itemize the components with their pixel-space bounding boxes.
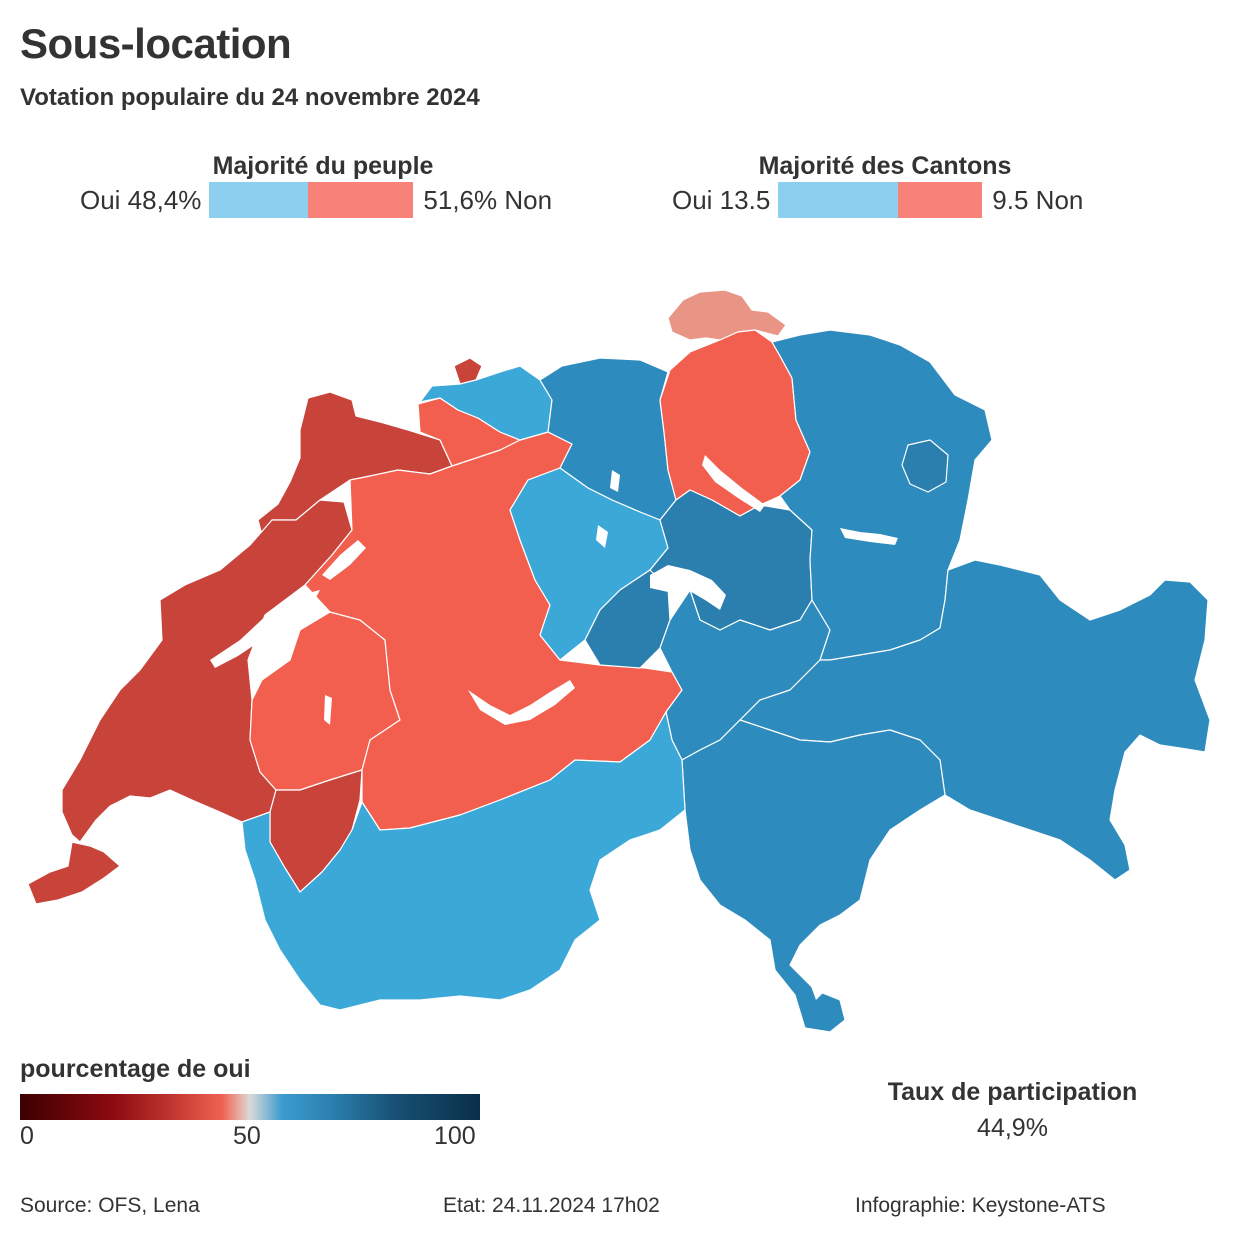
footer-status: Etat: 24.11.2024 17h02: [443, 1194, 660, 1217]
lake-constance: [840, 528, 898, 545]
cantons-majority-row: Oui 13.5 9.5 Non: [672, 182, 1083, 218]
region-schaffhausen: [667, 289, 787, 341]
region-graubunden: [739, 559, 1211, 881]
scale-tick-mid: 50: [233, 1122, 261, 1150]
page-subtitle: Votation populaire du 24 novembre 2024: [20, 84, 480, 111]
page-title: Sous-location: [20, 20, 292, 67]
people-no-segment: [308, 182, 414, 218]
cantons-majority-bar: [778, 182, 983, 218]
region-schwyz: [649, 489, 813, 631]
region-valais: [241, 711, 686, 1011]
lake-neuchatel: [322, 540, 366, 580]
turnout-value: 44,9%: [977, 1114, 1048, 1142]
people-yes-label: Oui 48,4%: [80, 184, 202, 215]
cantons-no-segment: [898, 182, 983, 218]
people-no-label: 51,6% Non: [423, 184, 553, 215]
switzerland-map: [27, 289, 1211, 1033]
region-basel-stadt: [453, 357, 483, 385]
scale-tick-max: 100: [434, 1122, 476, 1150]
region-ticino: [681, 719, 946, 1033]
turnout-label: Taux de participation: [887, 1078, 1138, 1106]
lake-thun-brienz: [468, 680, 575, 725]
people-majority-bar: [209, 182, 414, 218]
footer-credit: Infographie: Keystone-ATS: [855, 1194, 1106, 1217]
cantons-majority-heading: Majorité des Cantons: [758, 152, 1012, 180]
cantons-yes-segment: [778, 182, 899, 218]
people-majority-heading: Majorité du peuple: [212, 152, 434, 180]
region-appenzell: [901, 439, 949, 493]
scale-title: pourcentage de oui: [20, 1055, 251, 1083]
region-geneva: [27, 841, 121, 905]
cantons-no-label: 9.5 Non: [992, 184, 1084, 215]
color-scale-bar: [20, 1094, 480, 1120]
lake-maggiore: [808, 965, 832, 1000]
lake-zurich: [702, 455, 765, 512]
lakes: [210, 455, 898, 1000]
lake-small-bern: [324, 695, 332, 725]
lake-geneva: [210, 590, 320, 668]
scale-tick-min: 0: [20, 1122, 34, 1150]
cantons-yes-label: Oui 13.5: [672, 184, 771, 215]
lake-lucerne: [650, 565, 726, 610]
lake-walen: [610, 470, 620, 492]
footer-source: Source: OFS, Lena: [20, 1194, 200, 1217]
people-majority-row: Oui 48,4% 51,6% Non: [80, 182, 552, 218]
people-yes-segment: [209, 182, 309, 218]
lake-sempach: [596, 525, 608, 548]
